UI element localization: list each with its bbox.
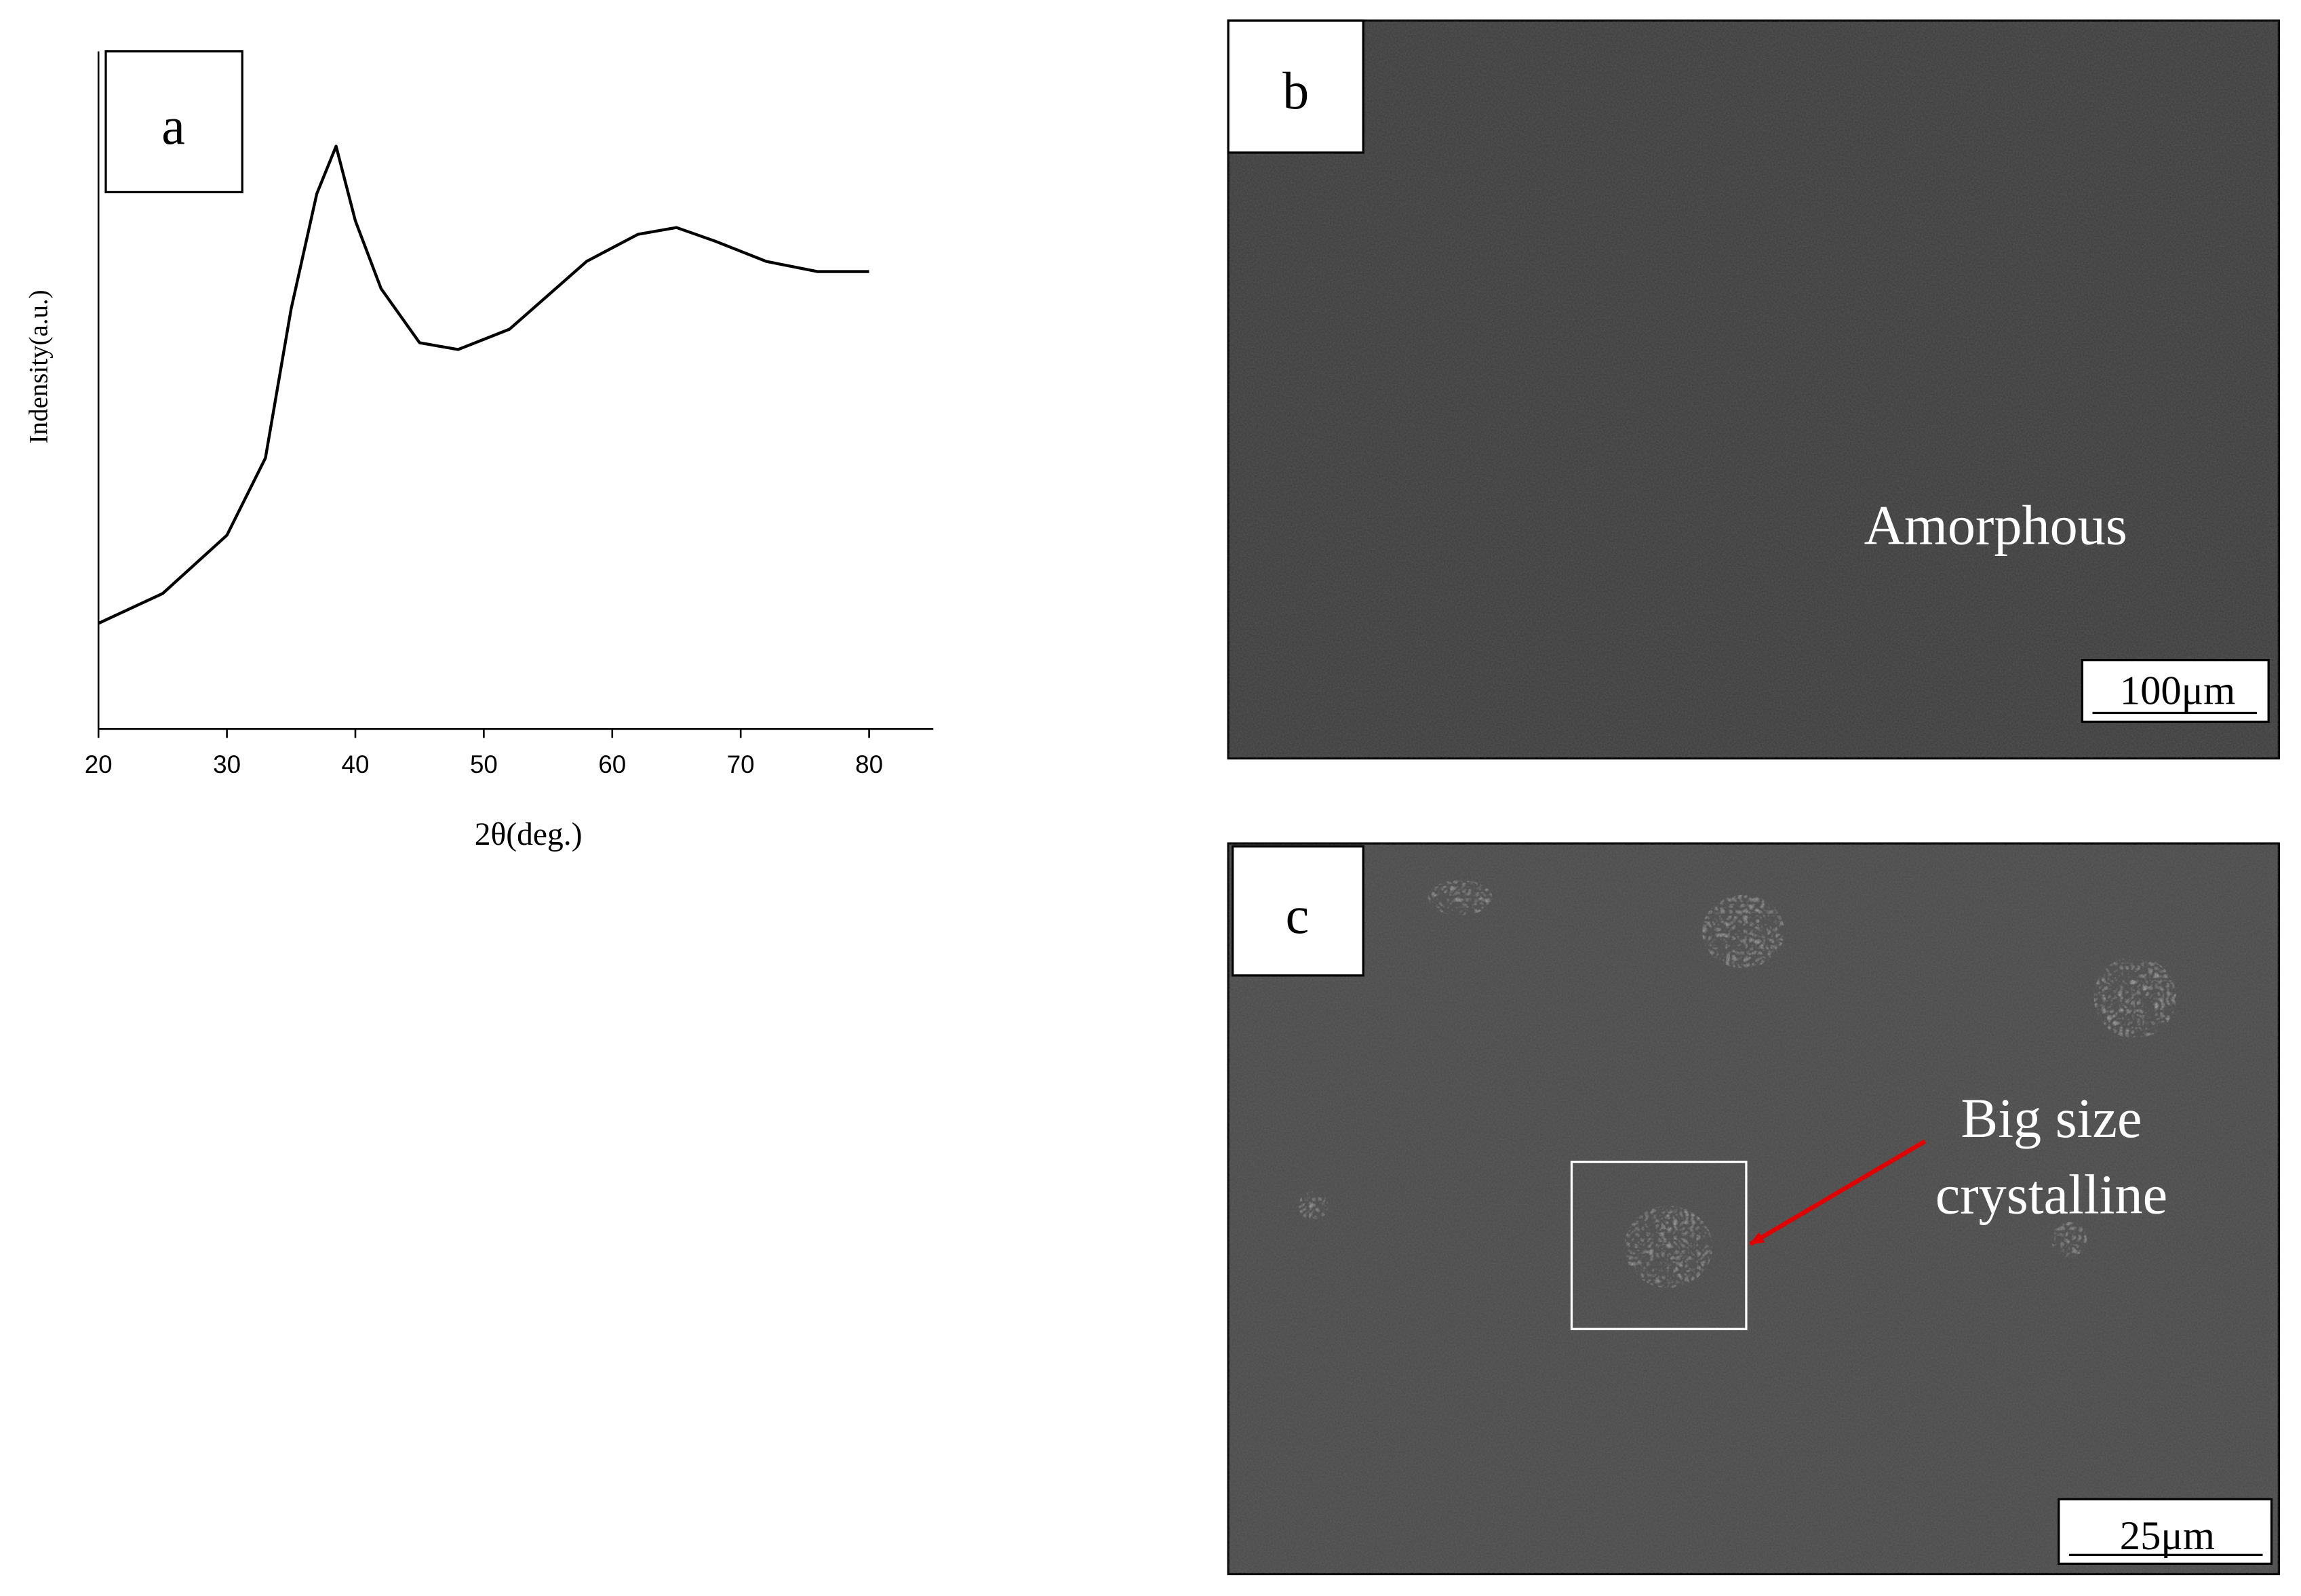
x-axis-label: 2θ(deg.) xyxy=(475,817,583,852)
scale-bar-box xyxy=(2058,1498,2273,1565)
crystallites xyxy=(1299,880,2176,1288)
panel-label-box xyxy=(104,50,243,194)
annotation: Amorphous xyxy=(1864,495,2127,557)
x-tick-label: 60 xyxy=(598,751,626,778)
x-tick-label: 30 xyxy=(213,751,241,778)
panel-label: a xyxy=(161,97,185,155)
crystallite xyxy=(1624,1205,1713,1288)
arrow xyxy=(1749,1139,1927,1246)
crystallite xyxy=(1702,894,1785,968)
y-axis-label: Indensity(a.u.) xyxy=(24,290,53,443)
xrd-chart: a 2θ(deg.) Indensity(a.u.) 20 30 40 50 60 70 8… xyxy=(24,50,934,852)
crystallite xyxy=(2051,1222,2087,1258)
x-tick-label: 70 xyxy=(727,751,755,778)
crystallite xyxy=(2093,956,2176,1039)
sem-panel-b: b Amorphous 100μm xyxy=(1227,19,2280,760)
sem-panel-c: c Big size crystalline 25μm xyxy=(1227,842,2280,1576)
crystallite xyxy=(1299,1191,1329,1221)
x-tick-label: 50 xyxy=(470,751,498,778)
highlight-box xyxy=(1570,1160,1748,1330)
crystallite xyxy=(1428,880,1493,916)
panel-label: b xyxy=(1282,62,1309,120)
x-tick-label: 80 xyxy=(855,751,883,778)
panel-label-box xyxy=(1227,19,1364,154)
annotation: Big size xyxy=(1961,1088,2142,1149)
panel-label: c xyxy=(1286,886,1310,944)
panel-label-box xyxy=(1232,845,1364,977)
annotation: crystalline xyxy=(1935,1163,2167,1225)
x-tick-label: 20 xyxy=(85,751,113,778)
scale-bar-label: 100μm xyxy=(2120,669,2235,714)
x-tick-label: 40 xyxy=(342,751,370,778)
sem-texture xyxy=(1228,20,2279,759)
scale-bar-box xyxy=(2081,658,2270,723)
xrd-line xyxy=(98,144,869,625)
scale-bar-label: 25μm xyxy=(2120,1513,2215,1559)
